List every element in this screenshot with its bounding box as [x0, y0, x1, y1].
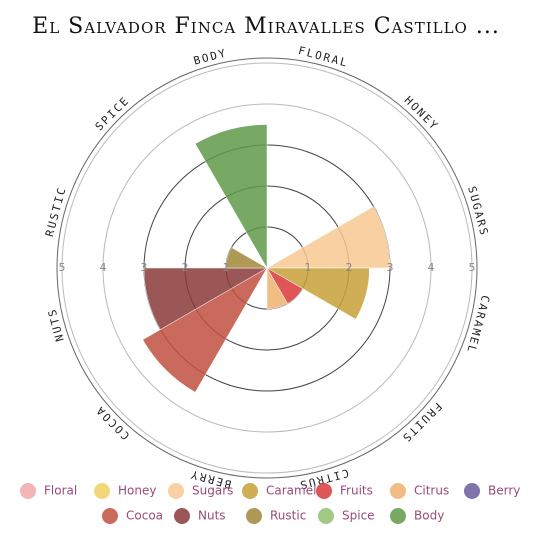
legend-swatch: [390, 508, 406, 524]
r-tick-label: 2: [346, 261, 353, 274]
legend-label: Rustic: [270, 509, 306, 523]
r-tick-label: 4: [100, 261, 107, 274]
legend-label: Fruits: [340, 484, 373, 498]
legend-swatch: [316, 483, 332, 499]
legend-label: Nuts: [198, 509, 226, 523]
legend-swatch: [102, 508, 118, 524]
r-tick-label: 5: [469, 261, 476, 274]
chart-title: El Salvador Finca Miravalles Castillo ..…: [32, 14, 500, 39]
wedge: [142, 267, 268, 393]
r-tick-label: 1: [223, 261, 230, 274]
legend-swatch: [20, 483, 36, 499]
axis-label: Body: [192, 46, 229, 67]
legend-label: Floral: [44, 484, 77, 498]
legend-swatch: [464, 483, 480, 499]
r-tick-label: 4: [428, 261, 435, 274]
legend-label: Body: [414, 509, 444, 523]
legend-swatch: [168, 483, 184, 499]
grid-ring: [102, 103, 432, 433]
legend-label: Cocoa: [126, 509, 163, 523]
legend-label: Sugars: [192, 484, 233, 498]
legend-swatch: [174, 508, 190, 524]
wedge: [266, 267, 370, 320]
legend-swatch: [318, 508, 334, 524]
grid-ring: [61, 62, 473, 474]
legend-swatch: [94, 483, 110, 499]
legend-label: Honey: [118, 484, 156, 498]
r-tick-label: 2: [182, 261, 189, 274]
wedge: [266, 206, 391, 269]
wedge: [194, 124, 268, 269]
wedge: [225, 247, 268, 269]
axis-label: Nuts: [45, 306, 66, 343]
outer-ring: [56, 57, 478, 479]
axis-label: Honey: [402, 94, 442, 134]
legend-swatch: [390, 483, 406, 499]
legend-label: Spice: [342, 509, 375, 523]
axis-label: Cocoa: [93, 403, 133, 443]
axis-label: Fruits: [399, 400, 445, 446]
wedge: [266, 267, 288, 310]
axis-label: Caramel: [464, 294, 492, 356]
legend-swatch: [246, 508, 262, 524]
legend-label: Berry: [488, 484, 520, 498]
r-tick-label: 5: [59, 261, 66, 274]
axis-label: Spice: [93, 94, 133, 134]
wedge: [143, 267, 268, 330]
legend-swatch: [242, 483, 258, 499]
legend-label: Caramel: [266, 484, 316, 498]
r-tick-label: 3: [387, 261, 394, 274]
r-tick-label: 1: [305, 261, 312, 274]
legend-label: Citrus: [414, 484, 449, 498]
r-tick-label: 3: [141, 261, 148, 274]
